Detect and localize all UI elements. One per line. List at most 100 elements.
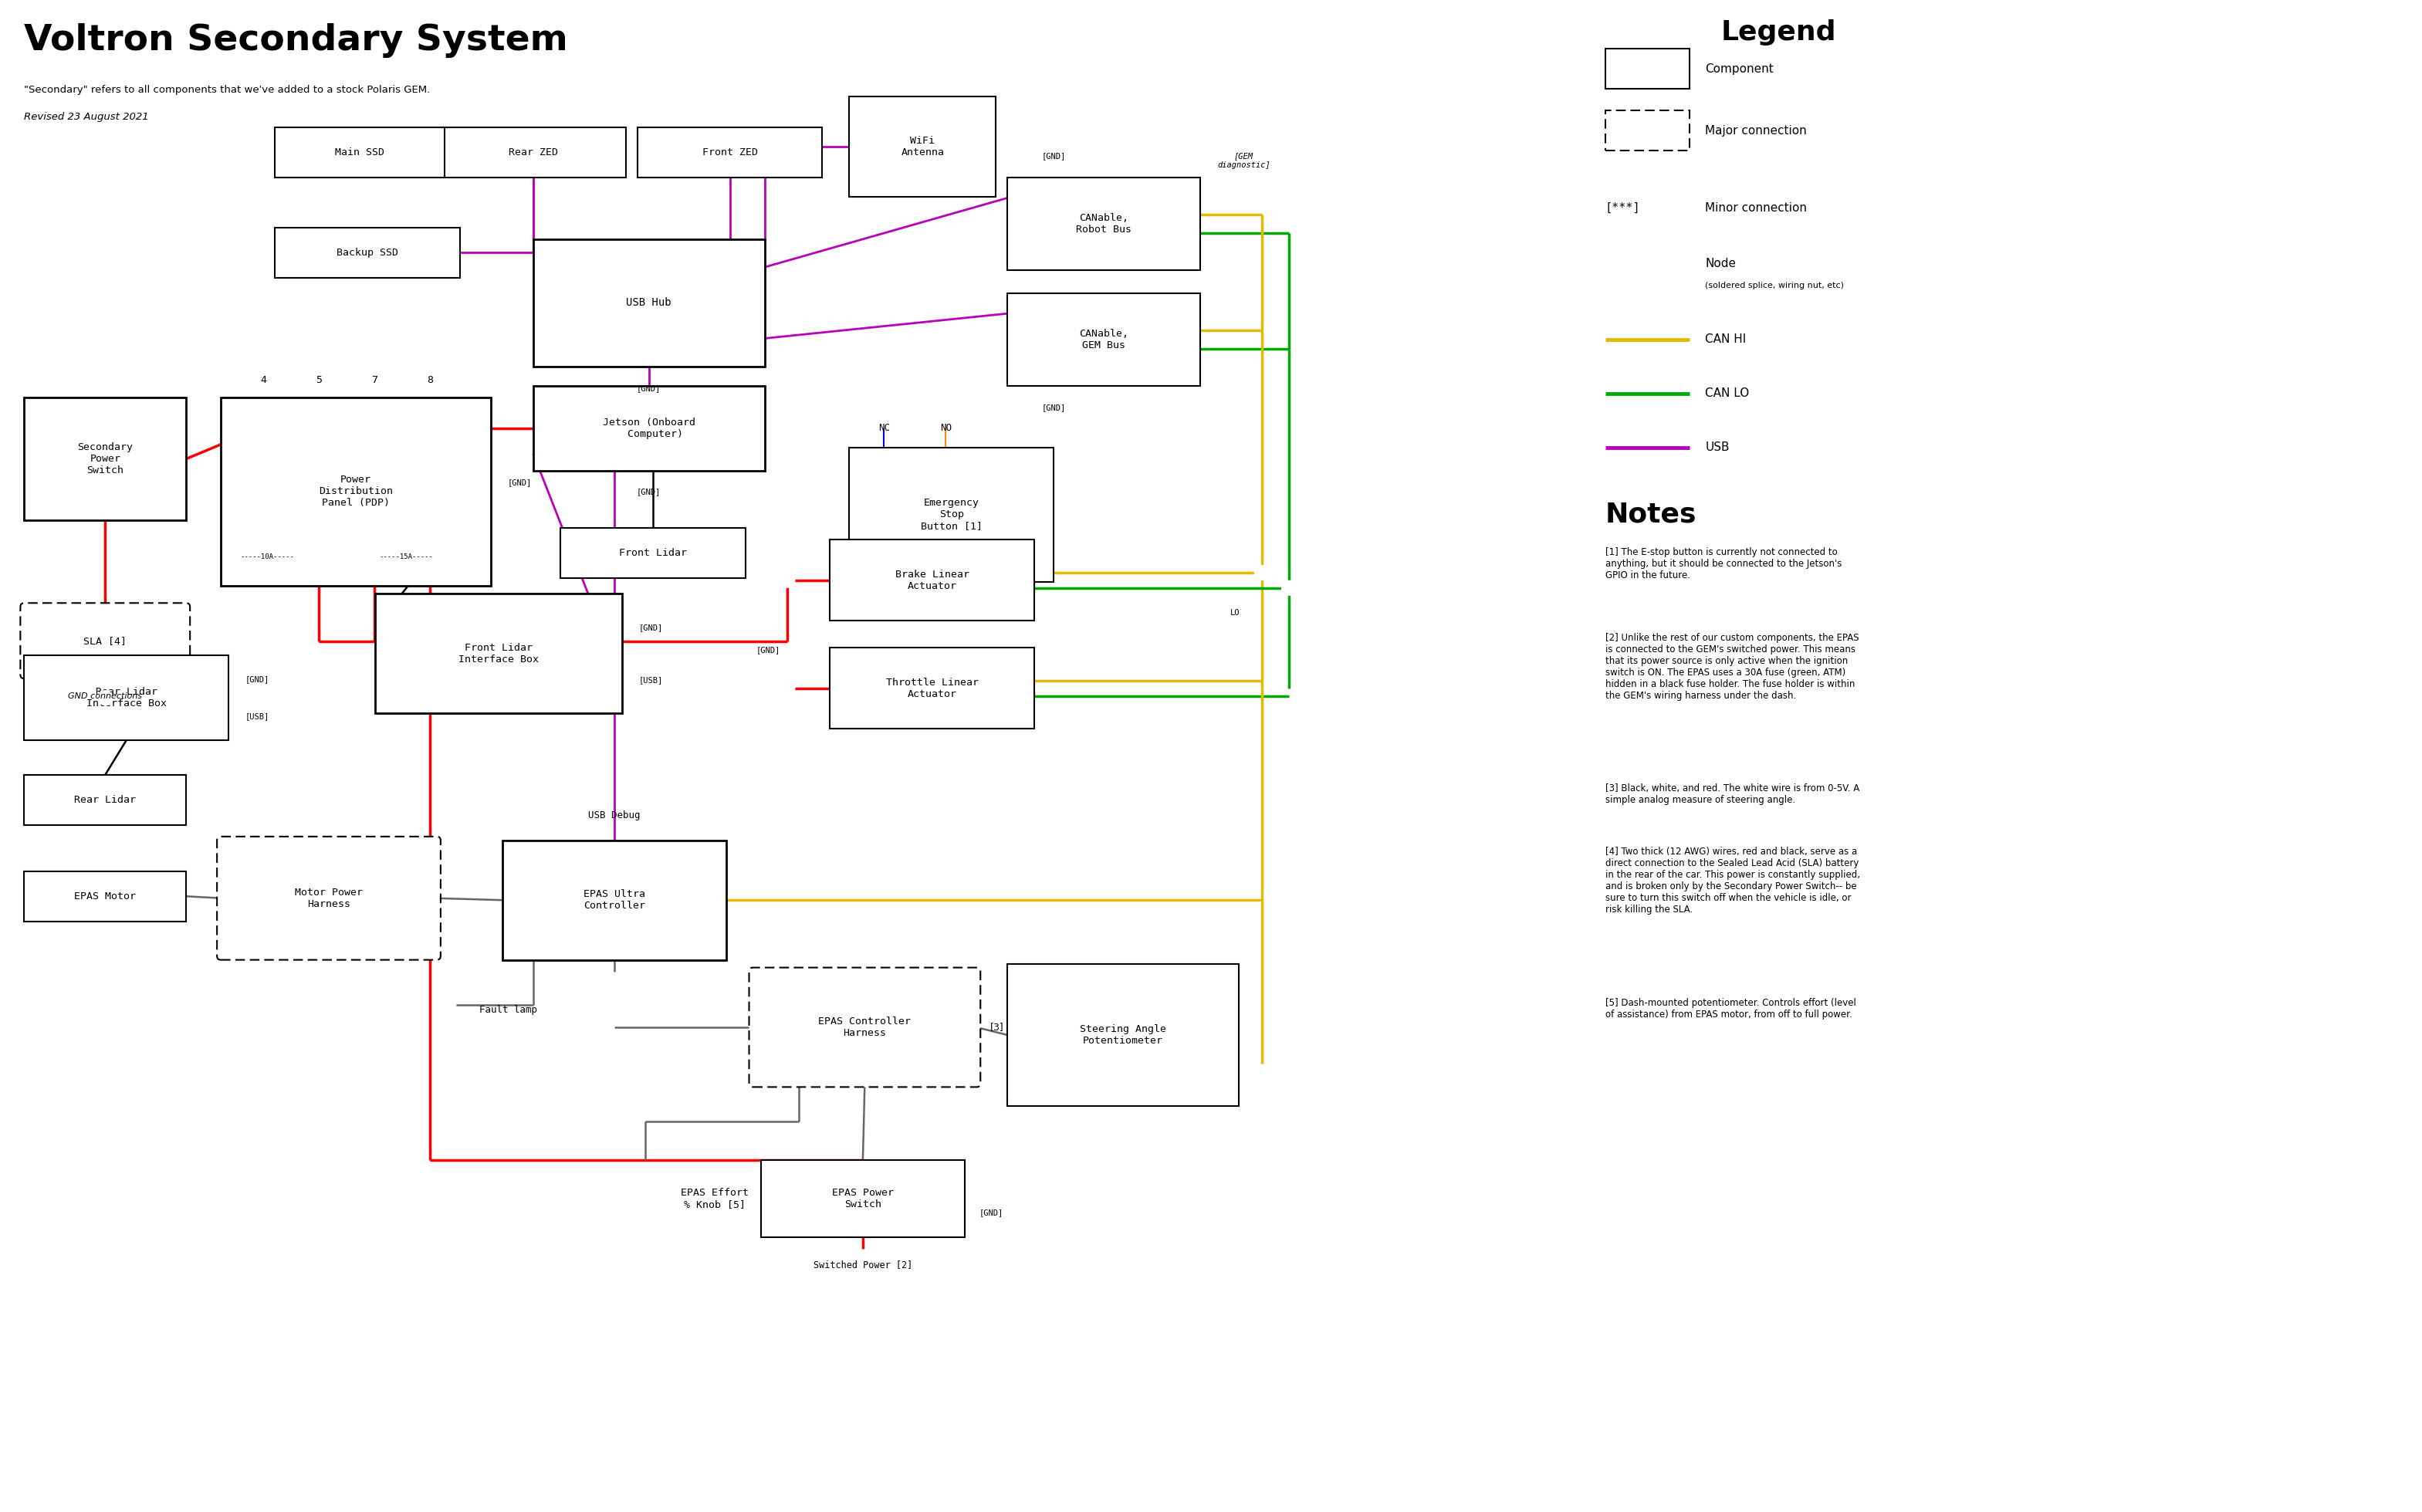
- Text: EPAS Controller
Harness: EPAS Controller Harness: [819, 1016, 911, 1039]
- Text: [5] Dash-mounted potentiometer. Controls effort (level
of assistance) from EPAS : [5] Dash-mounted potentiometer. Controls…: [1606, 998, 1855, 1019]
- FancyBboxPatch shape: [850, 97, 995, 197]
- Circle shape: [1628, 260, 1642, 277]
- Text: USB: USB: [1705, 442, 1729, 454]
- Text: WiFi
Antenna: WiFi Antenna: [901, 136, 945, 157]
- FancyBboxPatch shape: [375, 594, 622, 714]
- Text: [GND]: [GND]: [637, 384, 661, 392]
- Text: Front Lidar
Interface Box: Front Lidar Interface Box: [458, 643, 538, 664]
- Text: [GND]: [GND]: [637, 488, 661, 496]
- Text: [GND]: [GND]: [639, 623, 664, 631]
- Text: (soldered splice, wiring nut, etc): (soldered splice, wiring nut, etc): [1705, 281, 1843, 289]
- Text: [4] Two thick (12 AWG) wires, red and black, serve as a
direct connection to the: [4] Two thick (12 AWG) wires, red and bl…: [1606, 847, 1860, 915]
- Text: EPAS Power
Switch: EPAS Power Switch: [831, 1188, 894, 1210]
- FancyBboxPatch shape: [441, 127, 625, 177]
- FancyBboxPatch shape: [850, 448, 1054, 582]
- FancyBboxPatch shape: [1008, 293, 1201, 386]
- Text: [GND]: [GND]: [1041, 153, 1066, 160]
- Text: Node: Node: [1705, 259, 1737, 269]
- FancyBboxPatch shape: [274, 127, 446, 177]
- Circle shape: [780, 573, 794, 587]
- Text: EPAS Motor: EPAS Motor: [75, 891, 136, 901]
- Text: Minor connection: Minor connection: [1705, 201, 1807, 213]
- Text: Revised 23 August 2021: Revised 23 August 2021: [24, 112, 150, 122]
- Text: -----15A-----: -----15A-----: [378, 553, 434, 561]
- FancyBboxPatch shape: [1606, 110, 1691, 151]
- Text: [***]: [***]: [1606, 201, 1640, 213]
- Text: [2] Unlike the rest of our custom components, the EPAS
is connected to the GEM's: [2] Unlike the rest of our custom compon…: [1606, 632, 1858, 700]
- Text: 7: 7: [371, 375, 378, 386]
- Text: [USB]: [USB]: [245, 712, 269, 720]
- FancyBboxPatch shape: [559, 528, 746, 579]
- FancyBboxPatch shape: [831, 647, 1034, 729]
- Text: [1] The E-stop button is currently not connected to
anything, but it should be c: [1] The E-stop button is currently not c…: [1606, 547, 1841, 581]
- Text: 4: 4: [259, 375, 266, 386]
- Text: Notes: Notes: [1606, 502, 1695, 528]
- FancyBboxPatch shape: [533, 239, 765, 366]
- Text: 8: 8: [426, 375, 434, 386]
- Circle shape: [1281, 581, 1296, 594]
- Circle shape: [99, 691, 111, 705]
- Text: USB Hub: USB Hub: [627, 298, 671, 308]
- FancyBboxPatch shape: [24, 774, 186, 826]
- Text: Legend: Legend: [1720, 20, 1836, 45]
- FancyBboxPatch shape: [761, 1160, 964, 1237]
- Text: CAN HI: CAN HI: [1705, 334, 1746, 345]
- FancyBboxPatch shape: [19, 603, 189, 679]
- Text: Rear Lidar
Interface Box: Rear Lidar Interface Box: [87, 686, 167, 709]
- Text: [USB]: [USB]: [639, 676, 664, 683]
- Text: CANable,
Robot Bus: CANable, Robot Bus: [1075, 213, 1131, 234]
- FancyBboxPatch shape: [24, 871, 186, 921]
- Text: EPAS Effort
% Knob [5]: EPAS Effort % Knob [5]: [681, 1188, 748, 1210]
- Text: Front Lidar: Front Lidar: [618, 549, 688, 558]
- Text: 5: 5: [315, 375, 322, 386]
- FancyBboxPatch shape: [1606, 48, 1691, 89]
- Text: CANable,
GEM Bus: CANable, GEM Bus: [1080, 328, 1129, 351]
- Text: [GND]: [GND]: [1041, 404, 1066, 411]
- FancyBboxPatch shape: [24, 655, 228, 741]
- Text: "Secondary" refers to all components that we've added to a stock Polaris GEM.: "Secondary" refers to all components tha…: [24, 85, 431, 95]
- Text: USB Debug: USB Debug: [589, 810, 639, 821]
- Text: Jetson (Onboard
  Computer): Jetson (Onboard Computer): [603, 417, 695, 438]
- FancyBboxPatch shape: [1008, 177, 1201, 271]
- Text: [GND]: [GND]: [509, 478, 533, 485]
- FancyBboxPatch shape: [1008, 963, 1238, 1107]
- Text: Power
Distribution
Panel (PDP): Power Distribution Panel (PDP): [320, 475, 392, 508]
- Text: Emergency
Stop
Button [1]: Emergency Stop Button [1]: [920, 497, 983, 531]
- Text: EPAS Ultra
Controller: EPAS Ultra Controller: [584, 889, 644, 910]
- Text: Major connection: Major connection: [1705, 125, 1807, 136]
- Text: Brake Linear
Actuator: Brake Linear Actuator: [896, 570, 969, 591]
- FancyBboxPatch shape: [218, 836, 441, 960]
- FancyBboxPatch shape: [533, 386, 765, 470]
- Text: CAN LO: CAN LO: [1705, 387, 1749, 399]
- Text: Switched Power [2]: Switched Power [2]: [814, 1259, 913, 1269]
- FancyBboxPatch shape: [748, 968, 981, 1087]
- Text: Main SSD: Main SSD: [334, 148, 385, 157]
- Text: [3]: [3]: [991, 1022, 1005, 1033]
- Text: [GND]: [GND]: [245, 676, 269, 683]
- Text: LO: LO: [1230, 609, 1240, 617]
- Text: -----10A-----: -----10A-----: [240, 553, 293, 561]
- Text: Rear Lidar: Rear Lidar: [75, 795, 136, 804]
- Text: [GND]: [GND]: [978, 1208, 1003, 1217]
- FancyBboxPatch shape: [831, 540, 1034, 621]
- Text: NC: NC: [879, 423, 889, 432]
- Text: [GEM
diagnostic]: [GEM diagnostic]: [1218, 153, 1269, 169]
- Text: Motor Power
Harness: Motor Power Harness: [295, 888, 363, 909]
- Text: Steering Angle
Potentiometer: Steering Angle Potentiometer: [1080, 1024, 1167, 1046]
- Text: SLA [4]: SLA [4]: [85, 635, 126, 646]
- Circle shape: [780, 682, 794, 696]
- Text: Voltron Secondary System: Voltron Secondary System: [24, 23, 569, 57]
- Circle shape: [1255, 565, 1269, 579]
- Text: [3] Black, white, and red. The white wire is from 0-5V. A
simple analog measure : [3] Black, white, and red. The white wir…: [1606, 783, 1860, 806]
- Text: Secondary
Power
Switch: Secondary Power Switch: [78, 443, 133, 475]
- Text: Backup SSD: Backup SSD: [337, 248, 397, 257]
- Text: Component: Component: [1705, 64, 1773, 74]
- FancyBboxPatch shape: [501, 841, 727, 960]
- Text: Rear ZED: Rear ZED: [509, 148, 557, 157]
- Text: [GND]: [GND]: [756, 646, 780, 653]
- Text: GND connections: GND connections: [68, 692, 143, 700]
- FancyBboxPatch shape: [220, 398, 492, 587]
- FancyBboxPatch shape: [24, 398, 186, 520]
- FancyBboxPatch shape: [637, 127, 823, 177]
- Text: Fault lamp: Fault lamp: [480, 1005, 538, 1015]
